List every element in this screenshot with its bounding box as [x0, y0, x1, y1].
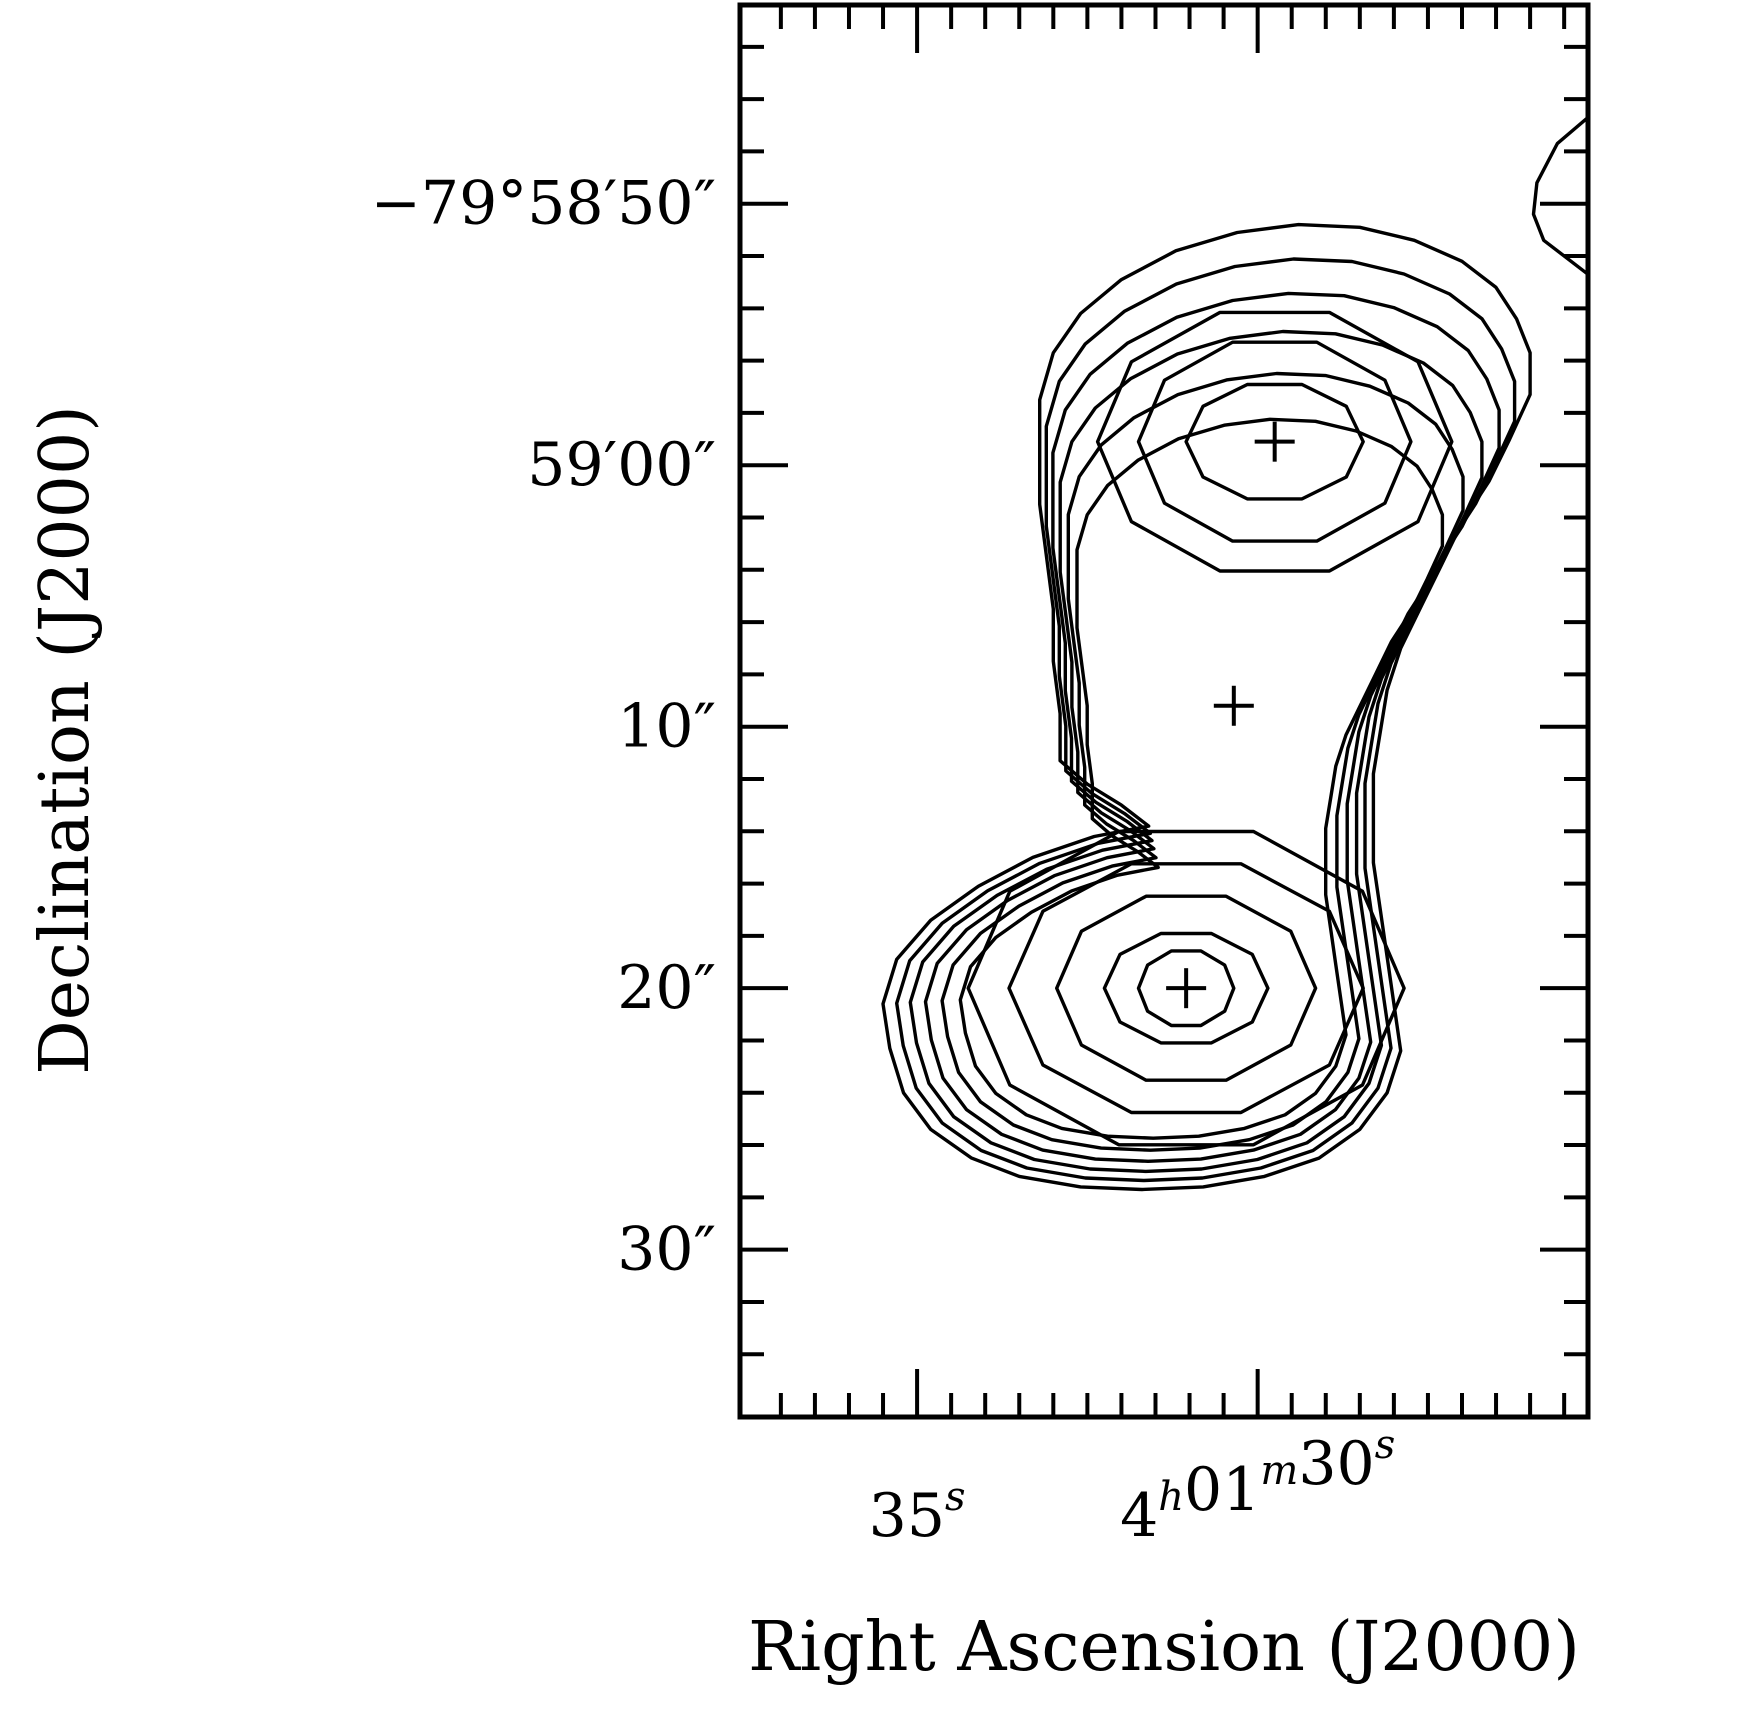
y-axis-label: Declination (J2000) — [26, 405, 105, 1074]
x-axis-label: Right Ascension (J2000) — [748, 1608, 1580, 1687]
inner-contour-5 — [1136, 949, 1236, 1028]
contour-level-3 — [908, 291, 1501, 1174]
contour-level-4 — [923, 329, 1484, 1164]
contour-level-1 — [881, 222, 1532, 1192]
x-tick-labels: 35s 4h01m30s — [869, 1422, 1396, 1551]
contour-layer — [881, 116, 1590, 1192]
inner-contour-4 — [1102, 931, 1270, 1045]
inner-contour-8 — [1184, 382, 1365, 501]
y-tick-label: 30″ — [617, 1215, 716, 1285]
edge-contour — [1531, 116, 1590, 276]
axis-ticks — [740, 5, 1588, 1417]
inner-contour-1 — [966, 829, 1406, 1147]
contour-level-2 — [895, 257, 1517, 1183]
source-markers — [1166, 421, 1295, 1009]
marker-northern-peak — [1254, 421, 1295, 462]
x-tick-label: 35s — [869, 1474, 966, 1551]
y-tick-label: 10″ — [617, 692, 716, 762]
y-tick-labels: −79°58′50″ 59′00″ 10″ 20″ 30″ — [371, 169, 716, 1285]
y-tick-label: 20″ — [617, 953, 716, 1023]
x-tick-label: 4h01m30s — [1120, 1422, 1395, 1551]
contour-level-6 — [958, 417, 1445, 1140]
inner-contour-6 — [1095, 310, 1454, 573]
inner-contour-2 — [1007, 862, 1365, 1115]
y-tick-label: 59′00″ — [527, 430, 716, 500]
marker-core — [1213, 685, 1254, 726]
plot-frame — [737, 2, 1591, 1420]
inner-contour-7 — [1136, 340, 1413, 543]
y-tick-label: −79°58′50″ — [371, 169, 716, 239]
marker-southern-peak — [1166, 968, 1207, 1009]
contour-level-5 — [940, 371, 1465, 1152]
inner-contour-3 — [1054, 894, 1318, 1082]
